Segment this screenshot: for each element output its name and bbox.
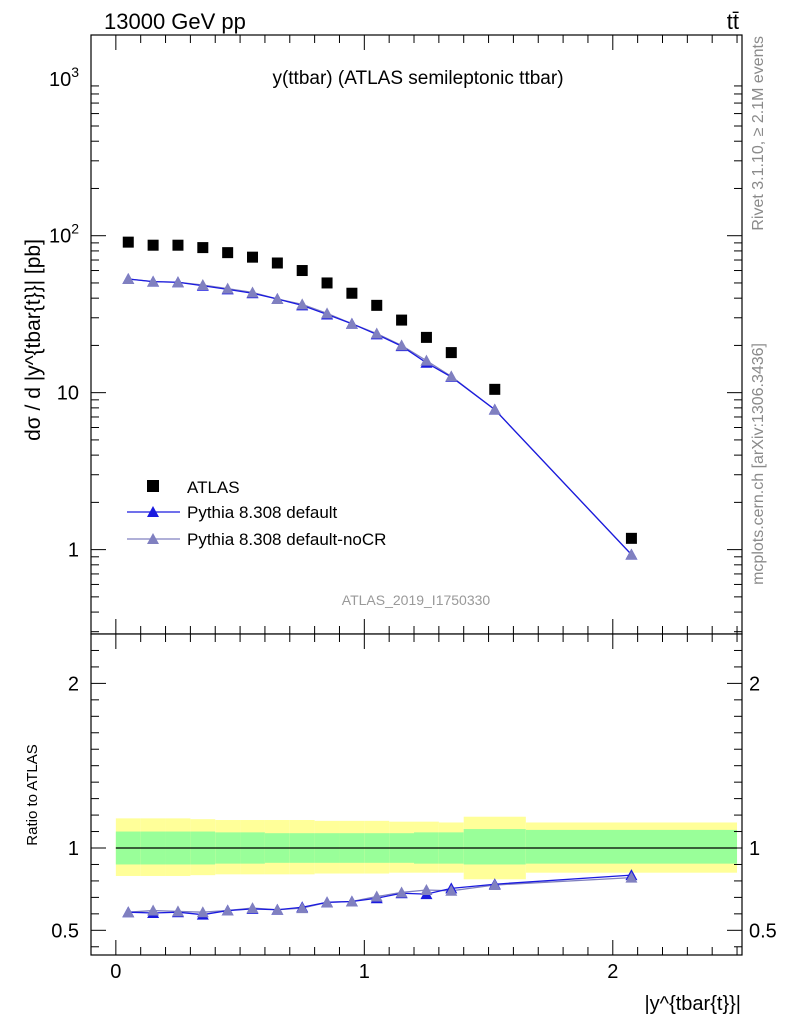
ratio-y-tick-label-right: 0.5 [749,920,777,942]
pythia-nocr-point [395,339,408,351]
atlas-data-point [371,299,383,311]
ratio-pythia-nocr-point [147,904,160,916]
main-axis-ticks [90,35,742,634]
ratio-plot-frame [90,633,743,956]
ratio-pythia-nocr-point [345,895,358,907]
pythia-nocr-point [625,548,638,560]
plot-title: y(ttbar) (ATLAS semileptonic ttbar) [272,68,563,89]
x-axis-label: |y^{tbar{t}}| [644,993,741,1015]
ratio-pythia-nocr-point [395,886,408,898]
main-y-tick-labels: 1 10 102 103 [49,64,79,562]
atlas-data-point [172,239,184,251]
pythia-nocr-point [296,298,309,310]
legend-marker-atlas [147,480,159,492]
ratio-pythia-nocr-point [171,905,184,917]
pythia-nocr-point [147,275,160,287]
ratio-pythia-nocr-point [321,896,334,908]
energy-label: 13000 GeV pp [104,9,246,34]
legend-marker-pythia-default [147,506,159,517]
atlas-data-point [147,239,159,251]
legend-label-atlas: ATLAS [187,478,240,497]
legend-marker-pythia-nocr [147,533,159,544]
atlas-data-point [420,331,432,343]
atlas-data-point [296,265,308,277]
main-panel: 1 10 102 103 y(ttbar) (ATLAS semileptonic t… [22,34,743,635]
pythia-nocr-point [196,279,209,291]
y-tick-label: 103 [49,64,79,91]
atlas-data-point [271,257,283,269]
pythia-nocr-point [321,307,334,319]
atlas-data-point [396,314,408,326]
legend: ATLAS Pythia 8.308 default Pythia 8.308 … [127,478,386,549]
pythia-nocr-point [171,276,184,288]
atlas-data-point [346,287,358,299]
mcplots-reference-label: mcplots.cern.ch [arXiv:1306.3436] [750,343,767,585]
main-mc-lines [128,278,632,556]
atlas-data-point [489,383,501,395]
atlas-data-point [197,242,209,254]
ratio-panel: 0.5 0.5 1 1 2 2 0 1 2 Ratio to ATLAS |y^{tbar{t… [24,633,777,1015]
legend-label-pythia-nocr: Pythia 8.308 default-noCR [187,530,386,549]
ratio-pythia-default-line [128,874,632,916]
rivet-version-label: Rivet 3.1.10, ≥ 2.1M events [750,36,767,231]
pythia-nocr-point [271,293,284,305]
ratio-data-marks [122,869,638,920]
main-y-axis-label: dσ / d |y^{tbar{t}}| [pb] [22,239,45,441]
pythia-default-line [128,278,632,556]
x-tick-label: 1 [359,961,370,983]
atlas-data-point [222,247,234,259]
y-tick-label: 1 [68,540,79,562]
ratio-pythia-nocr-point [271,903,284,915]
pythia-nocr-point [370,327,383,339]
uncertainty-band-inner [463,829,526,865]
ratio-y-tick-label-left: 0.5 [51,920,79,942]
ratio-pythia-nocr-point [122,906,135,918]
pythia-nocr-point [122,272,135,284]
x-tick-label: 0 [110,961,121,983]
atlas-data-point [122,236,134,248]
ratio-mc-lines [128,874,632,916]
ratio-pythia-nocr-point [445,884,458,896]
y-tick-label: 102 [49,221,79,248]
ratio-x-tick-labels: 0 1 2 [110,961,618,983]
ratio-pythia-nocr-point [246,902,259,914]
uncertainty-band-inner [525,829,738,864]
atlas-data-point [247,251,259,263]
ratio-pythia-nocr-point [221,904,234,916]
ratio-y-tick-label-left: 2 [68,673,79,695]
process-label: tt̄ [727,9,739,34]
ratio-y-tick-label-right: 1 [749,838,760,860]
ratio-y-axis-label: Ratio to ATLAS [24,744,41,845]
y-tick-label: 10 [57,383,79,405]
ratio-y-tick-label-left: 1 [68,838,79,860]
ratio-pythia-nocr-point [196,906,209,918]
ratio-y-tick-labels: 0.5 0.5 1 1 2 2 [51,673,777,942]
pythia-nocr-point [345,317,358,329]
ratio-axis-ticks [90,634,742,955]
analysis-id-label: ATLAS_2019_I1750330 [342,592,491,608]
pythia-nocr-point [420,354,433,366]
x-tick-label: 2 [607,961,618,983]
ratio-pythia-nocr-point [370,890,383,902]
ratio-pythia-nocr-point [296,902,309,914]
legend-label-pythia-default: Pythia 8.308 default [187,503,338,522]
pythia-nocr-point [246,286,259,298]
atlas-data-point [445,347,457,359]
ratio-pythia-nocr-point [625,871,638,883]
ratio-y-tick-label-right: 2 [749,673,760,695]
ratio-pythia-nocr-point [488,879,501,891]
pythia-nocr-point [488,403,501,415]
pythia-nocr-point [221,282,234,294]
main-data-marks [122,236,638,560]
pythia-nocr-point [445,370,458,382]
atlas-data-point [625,532,637,544]
ratio-pythia-nocr-point [420,883,433,895]
atlas-data-point [321,277,333,289]
